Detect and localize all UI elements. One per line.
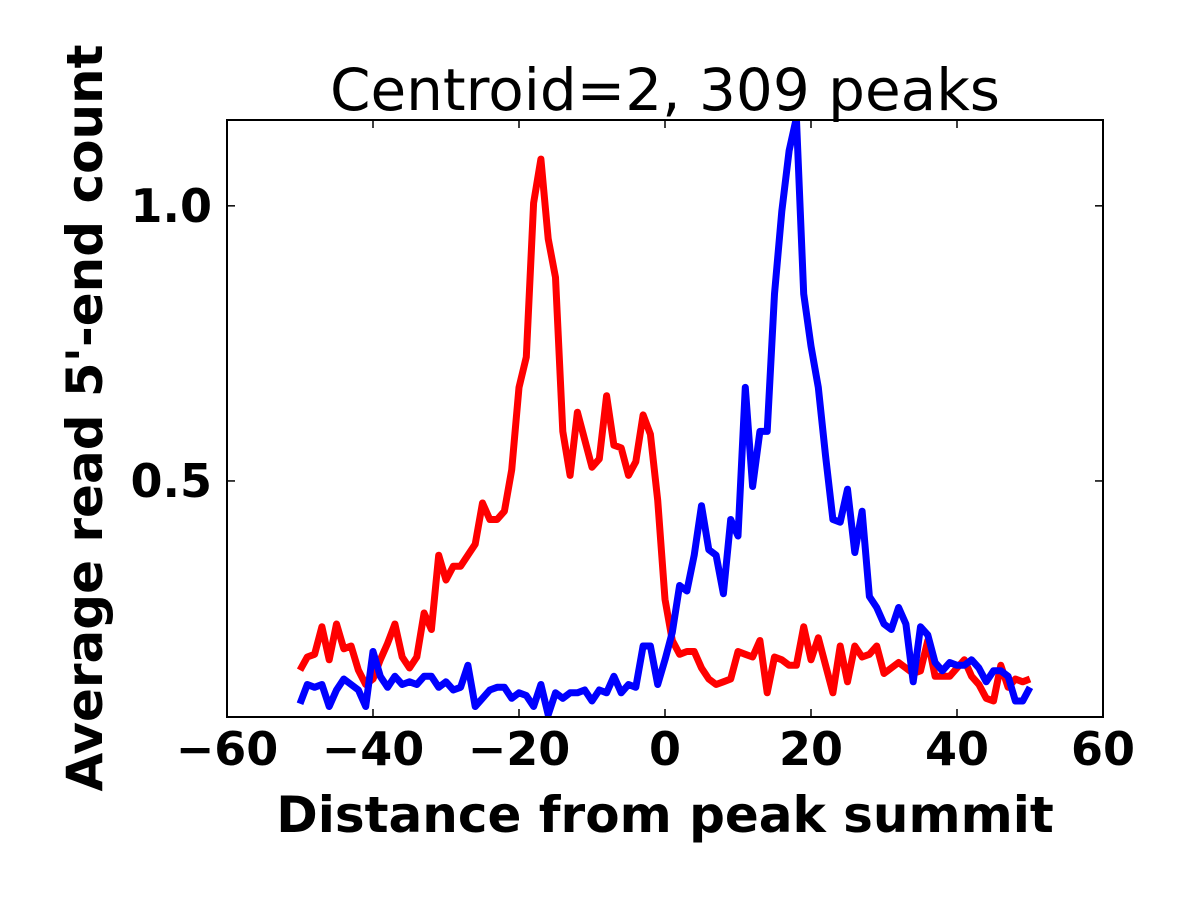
x-tick-label: 60 <box>1071 722 1135 776</box>
tick-layer: −60 −40 −20 0 20 40 60 0.5 1.0 <box>131 120 1135 776</box>
x-tick-label: −60 <box>176 722 279 776</box>
y-tick-label: 1.0 <box>131 179 213 233</box>
series-line-blue <box>296 120 1034 717</box>
series-line-red <box>296 155 1032 705</box>
y-axis-label: Average read 5'-end count <box>56 44 114 791</box>
x-tick-label: 0 <box>649 722 681 776</box>
chart-title: Centroid=2, 309 peaks <box>330 56 1000 124</box>
series-layer <box>296 120 1034 717</box>
plot-frame <box>226 119 1104 718</box>
x-tick-label: 20 <box>779 722 843 776</box>
x-tick-label: 40 <box>925 722 989 776</box>
x-tick-label: −40 <box>322 722 425 776</box>
x-axis-label: Distance from peak summit <box>276 786 1054 844</box>
x-tick-label: −20 <box>468 722 571 776</box>
y-tick-label: 0.5 <box>131 454 213 508</box>
